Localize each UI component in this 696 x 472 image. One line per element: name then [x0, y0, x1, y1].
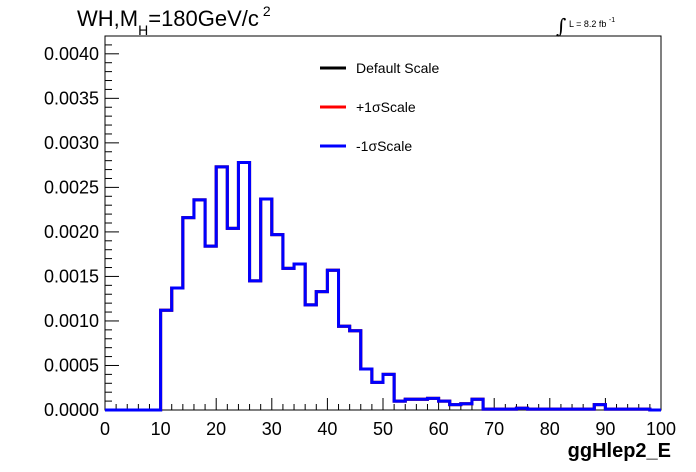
y-tick-label: 0.0025 [44, 177, 99, 197]
x-tick-label: 90 [595, 419, 615, 439]
plot-frame [104, 35, 662, 411]
legend-label: Default Scale [356, 60, 439, 76]
luminosity-text: L = 8.2 fb [568, 19, 607, 29]
series-line-1-scale [105, 160, 661, 412]
y-tick-label: 0.0015 [44, 266, 99, 286]
x-tick-label: 50 [373, 419, 393, 439]
x-tick-label: 0 [100, 419, 110, 439]
x-tick-label: 80 [540, 419, 560, 439]
integral-symbol: ∫ [556, 14, 567, 38]
y-tick-label: 0.0040 [44, 44, 99, 64]
chart-title: WH,MH=180GeV/c 2 [77, 3, 271, 38]
x-tick-label: 40 [317, 419, 337, 439]
axes-layer: 0.0000 0.0005 0.0010 0.0015 0.0020 0.0025 0.00… [44, 35, 676, 439]
x-tick-label: 60 [429, 419, 449, 439]
x-axis-title: ggHlep2_E [567, 440, 671, 462]
luminosity-label: ∫ L = 8.2 fb -1 [556, 8, 616, 38]
series-layer [105, 160, 661, 412]
x-tick-label: 30 [262, 419, 282, 439]
luminosity-superscript: -1 [608, 17, 616, 24]
legend: Default Scale +1σScale -1σScale [320, 60, 439, 154]
y-tick-label: 0.0020 [44, 222, 99, 242]
title-subscript: H [138, 22, 149, 38]
x-tick-label: 10 [151, 419, 171, 439]
x-tick-label: 20 [206, 419, 226, 439]
y-tick-label: 0.0030 [44, 133, 99, 153]
series-line-1-scale [105, 160, 661, 412]
y-tick-label: 0.0035 [44, 88, 99, 108]
y-tick-label: 0.0000 [44, 400, 99, 420]
x-tick-label: 100 [646, 419, 676, 439]
y-tick-label: 0.0005 [44, 355, 99, 375]
series-line-default-scale [105, 160, 661, 412]
title-superscript: 2 [262, 3, 271, 19]
x-tick-label: 70 [484, 419, 504, 439]
title-rest: =180GeV/c [148, 6, 259, 31]
title-main: WH,M [77, 6, 139, 31]
legend-label: -1σScale [356, 138, 412, 154]
legend-label: +1σScale [356, 99, 416, 115]
y-tick-label: 0.0010 [44, 311, 99, 331]
